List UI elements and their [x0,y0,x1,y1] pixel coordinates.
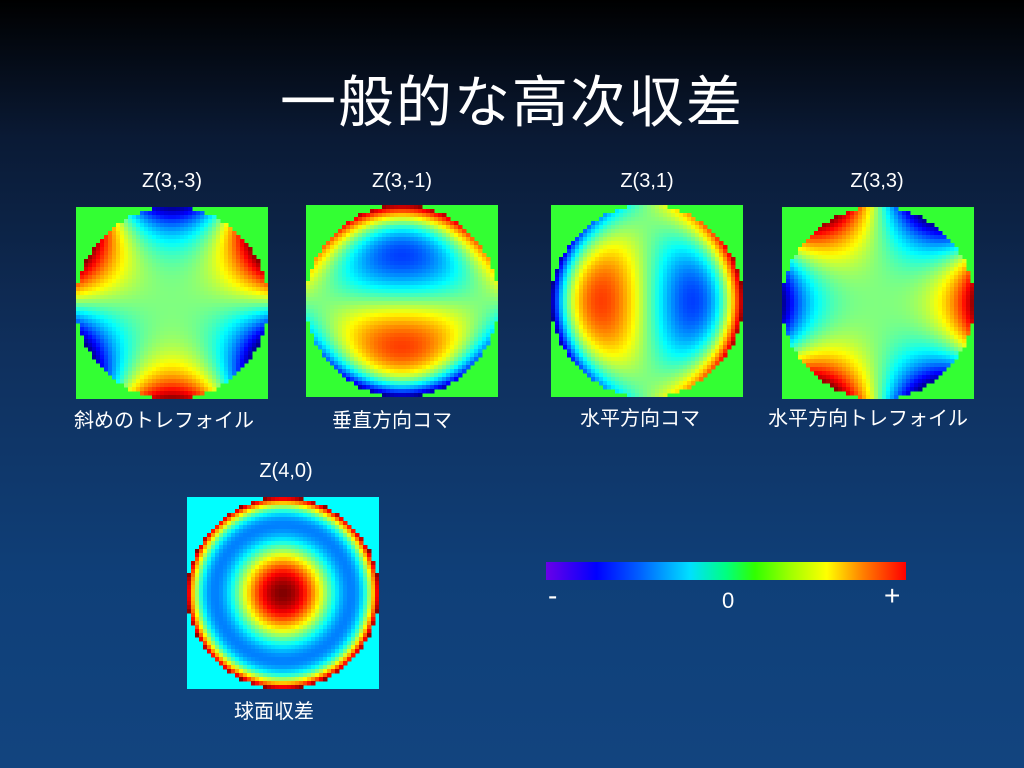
map-cells [551,205,743,397]
colorbar [546,562,906,580]
panel-1-name: 斜めのトレフォイル [74,408,254,432]
panel-2-svg [306,205,498,397]
panel-5-code: Z(4,0) [259,460,313,482]
panel-4-code: Z(3,3) [850,170,904,192]
colorbar-zero-label: 0 [722,588,735,613]
map-cells [306,205,498,397]
page-title: 一般的な高次収差 [280,71,744,136]
colorbar-plus-label: + [884,580,901,611]
panel-3-zernike-map [551,205,743,397]
panel-2-code: Z(3,-1) [372,170,432,192]
panel-2-name: 垂直方向コマ [332,408,452,432]
panel-2-zernike-map [306,205,498,397]
panel-5-svg [187,497,379,689]
map-cells [76,207,268,399]
map-cells [187,497,379,689]
colorbar-minus-label: - [548,580,558,611]
panel-3-name: 水平方向コマ [580,406,700,430]
map-cells [782,207,974,399]
panel-1-code: Z(3,-3) [142,170,202,192]
panel-1-svg [76,207,268,399]
panel-5-zernike-map [187,497,379,689]
panel-4-zernike-map [782,207,974,399]
panel-3-svg [551,205,743,397]
panel-5-name: 球面収差 [234,699,314,723]
panel-3-code: Z(3,1) [620,170,674,192]
panel-4-name: 水平方向トレフォイル [768,406,968,430]
panel-4-svg [782,207,974,399]
panel-1-zernike-map [76,207,268,399]
